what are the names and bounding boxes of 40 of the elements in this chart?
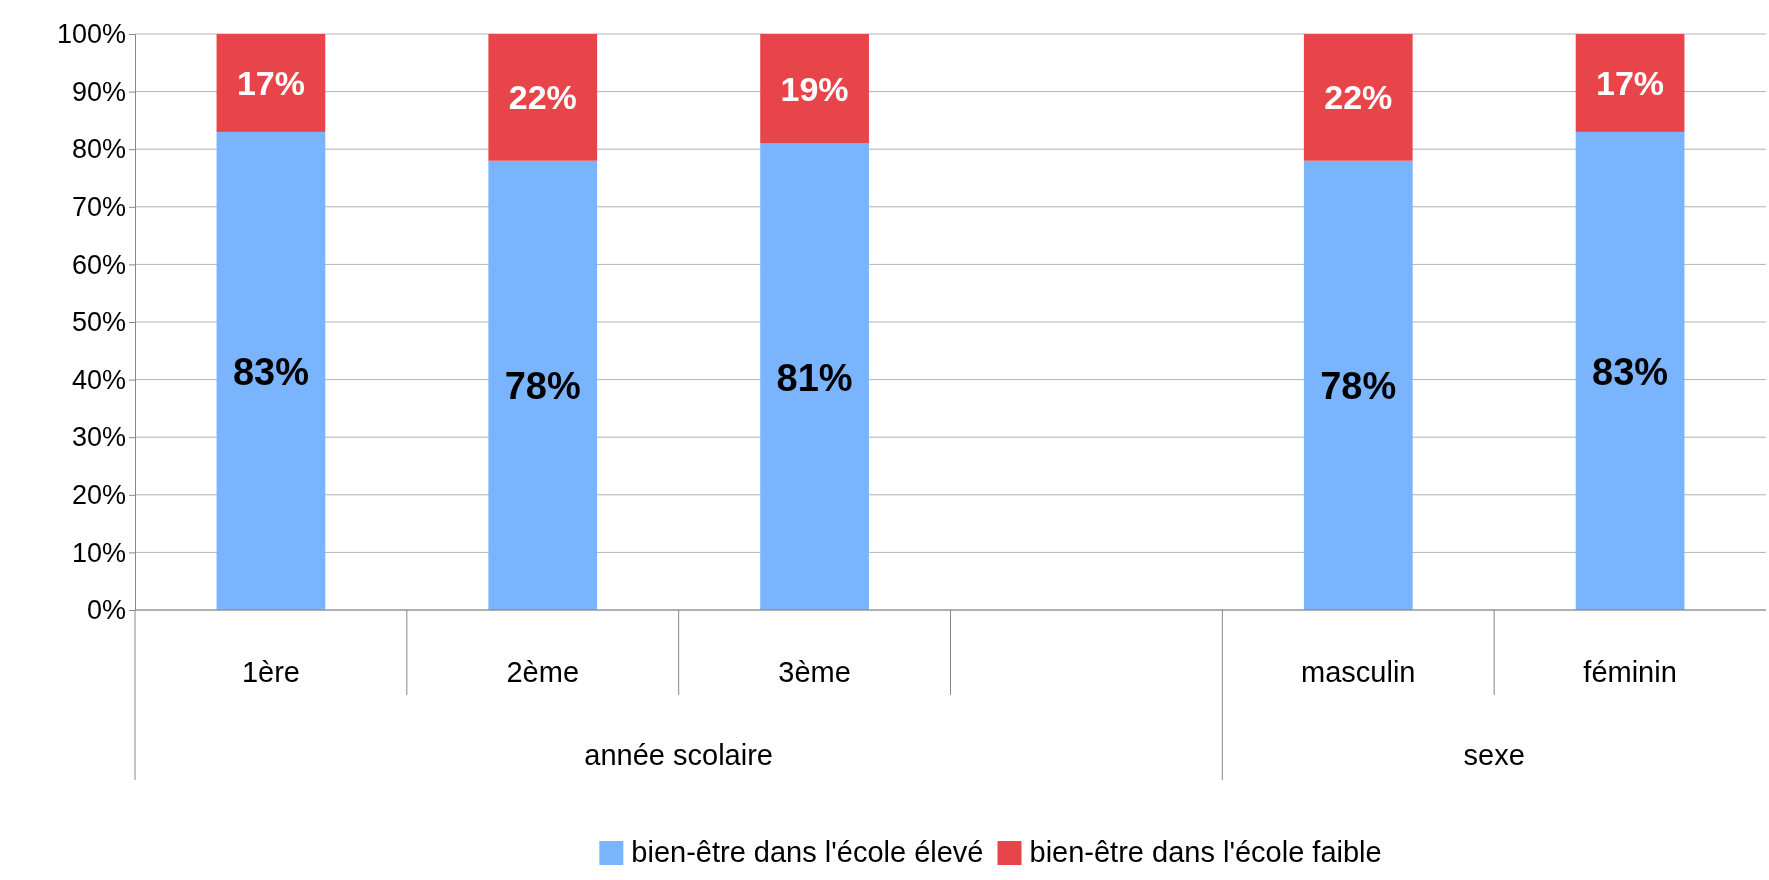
y-tick-label: 80% <box>71 134 126 165</box>
y-tick-label: 70% <box>71 191 126 222</box>
legend-label: bien-être dans l'école faible <box>1029 836 1382 868</box>
y-tick-label: 90% <box>71 76 126 107</box>
y-tick-label: 50% <box>71 307 126 338</box>
y-tick-label: 0% <box>86 595 126 626</box>
data-label: 22% <box>1324 78 1393 117</box>
y-tick-label: 20% <box>71 479 126 510</box>
text: sexe <box>1463 739 1525 771</box>
data-label: 83% <box>1592 350 1669 393</box>
text: année scolaire <box>584 739 773 771</box>
bar <box>760 34 869 144</box>
data-label: 17% <box>236 63 305 102</box>
x-tick-label: masculin <box>1301 656 1416 688</box>
bar <box>216 34 326 132</box>
x-tick-label: 1ère <box>241 656 300 688</box>
bar <box>1575 131 1685 610</box>
bar <box>488 160 598 610</box>
y-tick-label: 100% <box>56 19 126 50</box>
y-tick-label: 10% <box>71 537 126 568</box>
bar <box>1303 160 1413 610</box>
x-tick-label: 3ème <box>778 656 851 688</box>
x-tick-label: 2ème <box>506 656 580 688</box>
y-tick-label: 30% <box>71 422 126 453</box>
y-tick-label: 40% <box>71 364 126 395</box>
data-label: 22% <box>508 78 577 117</box>
data-label: 78% <box>1320 365 1397 408</box>
data-label: 81% <box>776 356 853 399</box>
data-label: 17% <box>1596 63 1665 102</box>
bar <box>216 131 326 610</box>
legend-label: bien-être dans l'école élevé <box>631 836 984 868</box>
data-label: 78% <box>504 365 581 408</box>
bar <box>488 34 598 161</box>
bar <box>760 143 869 610</box>
y-tick-label: 60% <box>71 249 126 280</box>
bar <box>1575 34 1685 132</box>
data-label: 83% <box>232 350 309 393</box>
data-label: 19% <box>780 69 849 108</box>
x-tick-label: féminin <box>1583 656 1677 688</box>
bar <box>1303 34 1413 161</box>
